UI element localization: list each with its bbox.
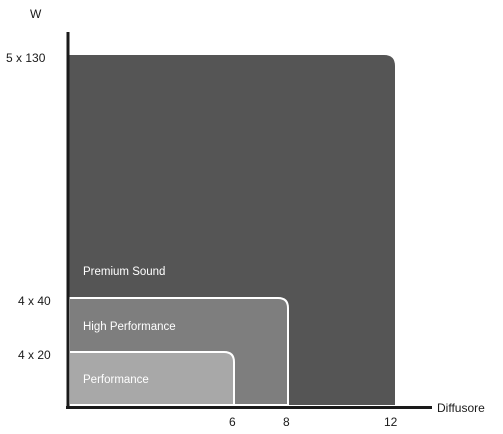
y-axis-label: W [30, 7, 42, 21]
x-axis-label: Diffusore [437, 401, 485, 415]
tier-premium-sound-label: Premium Sound [83, 266, 165, 278]
y-tick-label: 5 x 130 [6, 51, 46, 65]
y-tick-label: 4 x 40 [18, 294, 51, 308]
y-tick-label: 4 x 20 [18, 348, 51, 362]
tier-performance-label: Performance [83, 374, 149, 386]
x-tick-label: 8 [283, 415, 290, 429]
x-tick-label: 6 [229, 415, 236, 429]
tier-high-performance-label: High Performance [83, 321, 176, 333]
tier-performance-area [68, 351, 235, 406]
x-tick-label: 12 [384, 415, 398, 429]
